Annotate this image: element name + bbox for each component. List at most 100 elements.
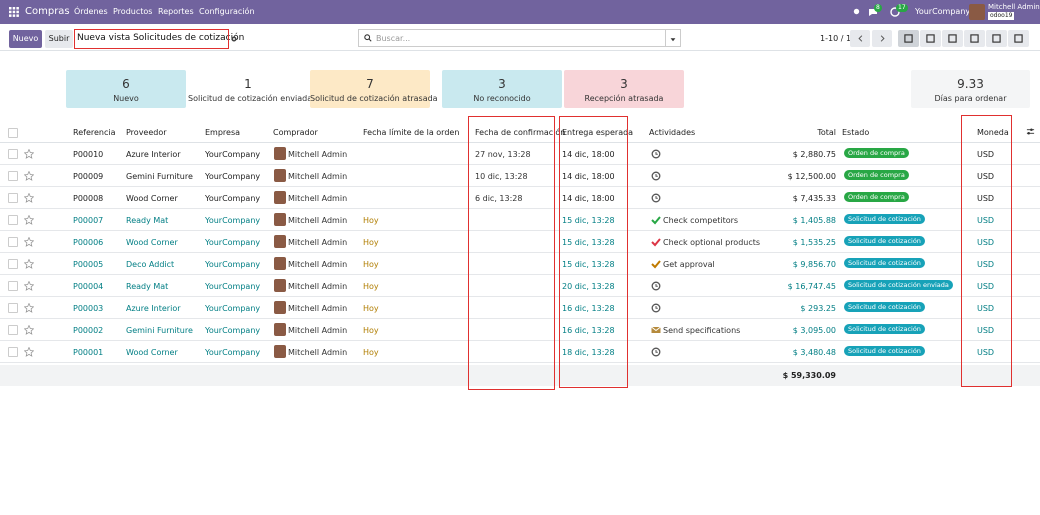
reference[interactable]: P00001 [73,348,104,357]
column-header[interactable]: Entrega esperada [562,128,634,137]
table-row[interactable] [0,297,1040,319]
stat-card[interactable] [564,70,684,108]
stat-label: No reconocido [473,94,531,103]
vendor[interactable]: Azure Interior [126,304,181,313]
activity-icon-svg [651,326,661,333]
bug-icon-svg [853,8,860,15]
menu-item[interactable]: Productos [113,7,153,16]
row-checkbox[interactable] [8,259,18,269]
pager-button[interactable] [850,30,870,47]
reference[interactable]: P00010 [73,150,104,159]
reference[interactable]: P00006 [73,238,104,247]
column-header[interactable]: Comprador [273,128,318,137]
delivery: 14 dic, 18:00 [562,150,615,159]
buyer: Mitchell Admin [288,282,348,291]
vendor[interactable]: Ready Mat [126,282,169,291]
reference[interactable]: P00008 [73,194,104,203]
reference[interactable]: P00005 [73,260,104,269]
vendor[interactable]: Deco Addict [126,260,175,269]
company[interactable]: YourCompany [915,7,971,16]
column-header[interactable]: Actividades [649,128,696,137]
view-switch[interactable] [920,30,941,47]
pager-button[interactable] [872,30,892,47]
table-row[interactable] [0,275,1040,297]
reference[interactable]: P00009 [73,172,104,181]
table-row[interactable] [0,231,1040,253]
avatar[interactable] [969,4,985,20]
reference[interactable]: P00004 [73,282,104,291]
user-name[interactable]: Mitchell Admin [988,3,1040,11]
stat-card[interactable] [188,70,308,108]
company: YourCompany [205,260,261,269]
table-row[interactable] [0,341,1040,363]
menu-item[interactable]: Órdenes [74,7,108,16]
view-icon [904,34,913,43]
row-checkbox[interactable] [8,149,18,159]
menu-item[interactable]: Configuración [199,7,255,16]
row-checkbox[interactable] [8,193,18,203]
pager-arrow-svg [858,35,863,42]
select-all[interactable] [8,128,18,138]
column-header[interactable]: Fecha límite de la orden [363,128,460,137]
upload-button[interactable]: Subir [45,30,73,48]
table-row[interactable] [0,209,1040,231]
search-toggle[interactable] [665,29,682,47]
delivery: 16 dic, 13:28 [562,304,615,313]
activity-icon [651,281,661,291]
table-row[interactable] [0,319,1040,341]
row-checkbox[interactable] [8,347,18,357]
column-header[interactable]: Empresa [205,128,241,137]
table-row[interactable] [0,187,1040,209]
stat-card[interactable] [310,70,430,108]
row-checkbox[interactable] [8,281,18,291]
reference[interactable]: P00002 [73,326,104,335]
currency: USD [977,150,995,159]
search-icon [364,34,372,42]
view-switch[interactable] [964,30,985,47]
row-checkbox[interactable] [8,325,18,335]
bug-icon [852,7,861,16]
menu-item[interactable]: Reportes [158,7,194,16]
reference[interactable]: P00003 [73,304,104,313]
table-row[interactable] [0,165,1040,187]
vendor[interactable]: Wood Corner [126,194,178,203]
row-checkbox[interactable] [8,171,18,181]
view-switch[interactable] [898,30,919,47]
column-header[interactable]: Proveedor [126,128,167,137]
app-name[interactable]: Compras [25,6,70,17]
column-header[interactable]: Estado [842,128,870,137]
stat-card[interactable] [442,70,562,108]
navbar [0,0,1040,24]
table-row[interactable] [0,143,1040,165]
vendor[interactable]: Azure Interior [126,150,181,159]
view-switch[interactable] [942,30,963,47]
vendor[interactable]: Gemini Furniture [126,172,193,181]
activity-icon [651,193,661,203]
stat-card[interactable] [66,70,186,108]
stat-label: Recepción atrasada [584,94,664,103]
row-checkbox[interactable] [8,237,18,247]
vendor[interactable]: Gemini Furniture [126,326,193,335]
activity: Send specifications [663,326,741,335]
column-header[interactable]: Moneda [977,128,1009,137]
activity-icon-svg [651,260,661,269]
view-name[interactable]: Nueva vista Solicitudes de cotización [77,33,245,43]
stat-card[interactable] [911,70,1030,108]
company: YourCompany [205,282,261,291]
row-checkbox[interactable] [8,215,18,225]
vendor[interactable]: Wood Corner [126,238,178,247]
row-checkbox[interactable] [8,303,18,313]
search-placeholder[interactable]: Buscar... [376,34,411,43]
reference[interactable]: P00007 [73,216,104,225]
column-header[interactable]: Fecha de confirmación [475,128,566,137]
column-header[interactable]: Referencia [73,128,116,137]
column-header[interactable]: Total [817,128,836,137]
pager[interactable]: 1-10 / 10 [820,34,857,43]
vendor[interactable]: Wood Corner [126,348,178,357]
new-button[interactable]: Nuevo [9,30,42,48]
vendor[interactable]: Ready Mat [126,216,169,225]
view-switch[interactable] [986,30,1007,47]
view-switch[interactable] [1008,30,1029,47]
search-box[interactable] [358,29,681,47]
table-row[interactable] [0,253,1040,275]
